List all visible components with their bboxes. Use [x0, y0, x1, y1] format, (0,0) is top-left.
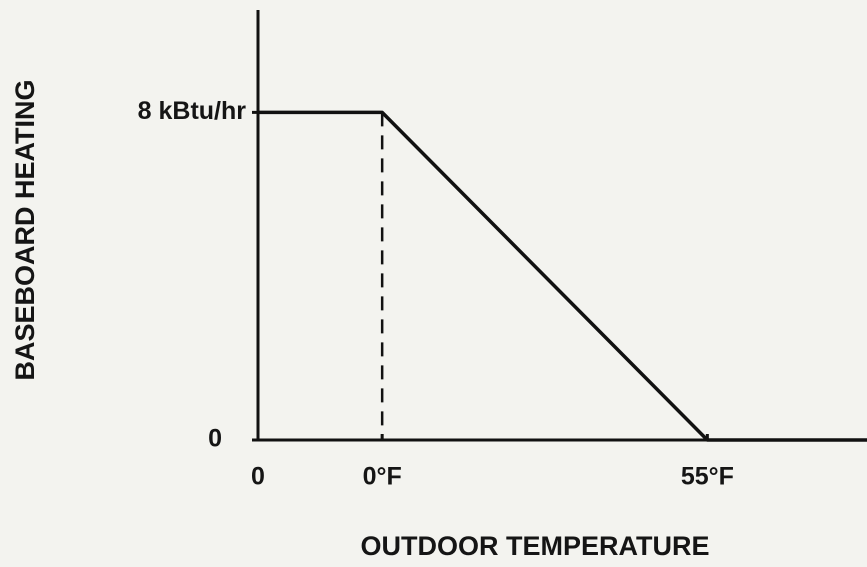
x-tick-label: 55°F	[681, 463, 734, 491]
y-tick-label: 0	[208, 425, 222, 453]
x-tick-label: 0°F	[363, 463, 402, 491]
data-line	[258, 110, 867, 442]
y-axis-label: BASEBOARD HEATING	[10, 79, 40, 380]
x-tick-label: 0	[251, 463, 265, 491]
y-tick-label: 8 kBtu/hr	[138, 97, 247, 125]
x-axis-label: OUTDOOR TEMPERATURE	[361, 531, 710, 561]
